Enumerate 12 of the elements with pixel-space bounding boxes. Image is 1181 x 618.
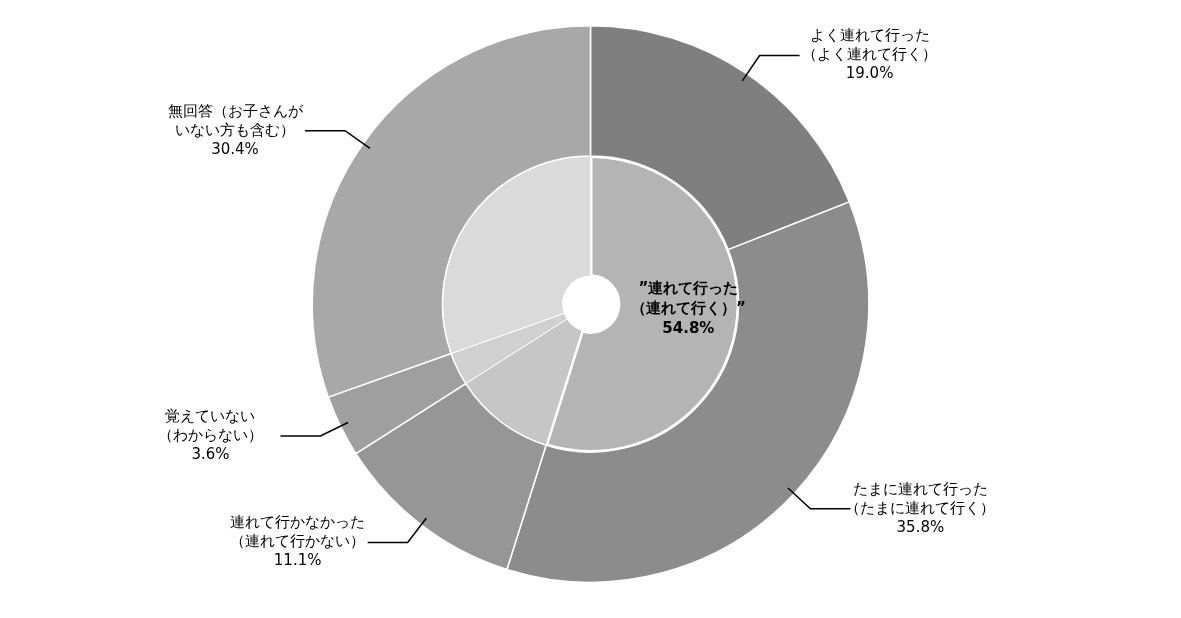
- data-label: 30.4%: [211, 139, 259, 158]
- slice-label: よく連れて行った（よく連れて行く）: [802, 26, 938, 64]
- data-label: 54.8%: [662, 318, 715, 337]
- data-label: 35.8%: [896, 517, 945, 536]
- slice-label: 無回答（お子さんがいない方も含む）: [167, 101, 304, 139]
- data-label: 11.1%: [273, 551, 322, 570]
- text: ”連れて行った（連れて行く）”: [630, 278, 746, 317]
- data-label: 3.6%: [191, 444, 230, 463]
- slice-label: 覚えていない（わからない）: [157, 406, 263, 444]
- slice-label: 連れて行かなかった（連れて行かない）: [230, 513, 366, 551]
- slice-label: たまに連れて行った（たまに連れて行く）: [845, 479, 996, 517]
- data-label: 19.0%: [845, 64, 894, 83]
